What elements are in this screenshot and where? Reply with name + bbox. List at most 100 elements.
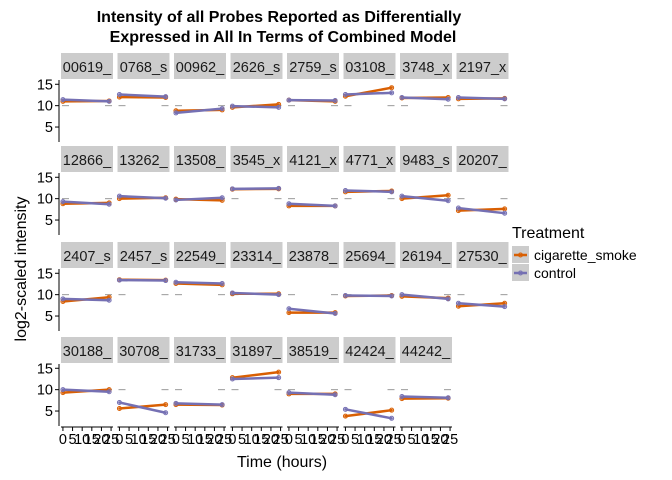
series-control-point <box>219 402 225 408</box>
series-control-point <box>106 98 112 104</box>
x-tick-label: 5 <box>351 432 359 448</box>
x-tick-label: 10 <box>413 432 429 448</box>
series-control-point <box>219 281 225 287</box>
series-cigarette-smoke-point <box>276 369 282 375</box>
series-control-point <box>229 290 235 296</box>
series-control-point <box>116 399 122 405</box>
series-control-point <box>60 199 66 205</box>
x-tick-label: 0 <box>115 432 123 448</box>
x-tick-label: 10 <box>74 432 90 448</box>
y-tick-label: 15 <box>37 266 53 282</box>
series-control-point <box>389 189 395 195</box>
series-control-point <box>399 393 405 399</box>
series-control-point <box>229 103 235 109</box>
series-control-point <box>229 186 235 192</box>
series-control-point <box>276 292 282 298</box>
series-control-line <box>287 307 337 315</box>
facet-strip-label: 03108_ <box>345 60 394 76</box>
series-control-point <box>219 195 225 201</box>
facet-strip-label: 31897_ <box>232 344 281 360</box>
facet-strip <box>230 53 283 79</box>
facet-strip-label: 27530_ <box>458 249 507 265</box>
series-control-line <box>457 96 506 101</box>
series-control-point <box>286 390 292 396</box>
x-tick-label: 25 <box>160 432 176 448</box>
facet-strip-label: 26194_ <box>402 249 451 265</box>
x-tick-label: 0 <box>398 432 406 448</box>
facet-strip-label: 31733_ <box>176 344 225 360</box>
series-cigarette-smoke-point <box>163 402 169 408</box>
facet-strip <box>117 146 170 172</box>
legend-label: control <box>534 265 576 281</box>
facet-strip-label: 4771_x <box>346 153 394 169</box>
facet-panel: 2626_s <box>229 53 283 110</box>
series-control-point <box>276 104 282 110</box>
series-control-point <box>173 197 179 203</box>
facet-strip-label: 23878_ <box>289 249 338 265</box>
series-control-point <box>106 201 112 207</box>
series-control-point <box>286 306 292 312</box>
facet-panel: 31733_ <box>173 337 226 408</box>
series-control-point <box>399 95 405 101</box>
x-tick-label: 15 <box>423 432 439 448</box>
facet-panel: 3748_x <box>399 53 452 107</box>
series-control-point <box>106 389 112 395</box>
series-control-point <box>389 90 395 96</box>
facet-strip-label: 2407_s <box>63 249 111 265</box>
facet-strip-label: 4121_x <box>289 153 337 169</box>
x-tick-label: 10 <box>244 432 260 448</box>
series-control-point <box>342 92 348 98</box>
facet-panel: 03108_ <box>342 53 396 107</box>
x-tick-label: 0 <box>59 432 67 448</box>
facet-strip <box>343 53 396 79</box>
series-control-line <box>174 402 224 406</box>
facet-strip-label: 22549_ <box>176 249 225 265</box>
facet-strip <box>343 337 396 363</box>
series-control-point <box>399 193 405 199</box>
series-control-line <box>174 281 224 285</box>
facet-panel: 2457_s <box>116 242 170 296</box>
series-control-line <box>287 391 337 397</box>
legend-label: cigarette_smoke <box>534 247 637 263</box>
facet-strip <box>287 53 339 79</box>
x-tick-label: 10 <box>187 432 203 448</box>
x-tick-label: 0 <box>285 432 293 448</box>
facet-panel: 4121_x <box>286 146 339 209</box>
series-control-point <box>399 292 405 298</box>
facet-strip <box>343 242 396 268</box>
chart-title-line-1: Intensity of all Probes Reported as Diff… <box>97 9 462 26</box>
series-control-point <box>455 95 461 101</box>
facet-panel: 0768_s <box>116 53 170 107</box>
facet-panel: 9483_s <box>399 146 452 204</box>
facet-strip <box>287 146 339 172</box>
facet-strip <box>117 242 170 268</box>
facet-strip <box>400 337 452 363</box>
y-tick-label: 10 <box>37 288 53 304</box>
series-control-line <box>400 293 450 301</box>
series-control-point <box>502 96 508 102</box>
legend-key-point <box>518 252 523 258</box>
facet-panel: 38519_ <box>286 337 339 398</box>
x-tick-label: 25 <box>216 432 232 448</box>
x-tick-label: 0 <box>341 432 349 448</box>
series-control-point <box>389 415 395 421</box>
facet-strip-label: 2626_s <box>233 60 281 76</box>
series-control-line <box>174 107 224 115</box>
x-tick-label: 15 <box>366 432 382 448</box>
y-tick-label: 10 <box>37 383 53 399</box>
facet-strip <box>230 146 283 172</box>
facet-strip <box>61 146 113 172</box>
facet-strip-label: 42424_ <box>345 344 394 360</box>
series-control-line <box>61 98 111 103</box>
series-control-point <box>389 293 395 299</box>
facet-strip-label: 2197_x <box>459 60 507 76</box>
series-control-point <box>60 387 66 393</box>
x-tick-label: 20 <box>206 432 222 448</box>
series-control-point <box>332 203 338 209</box>
facet-panel: 22549_ <box>173 242 226 296</box>
facet-strip <box>230 242 283 268</box>
y-tick-label: 10 <box>37 192 53 208</box>
series-control-point <box>173 110 179 116</box>
